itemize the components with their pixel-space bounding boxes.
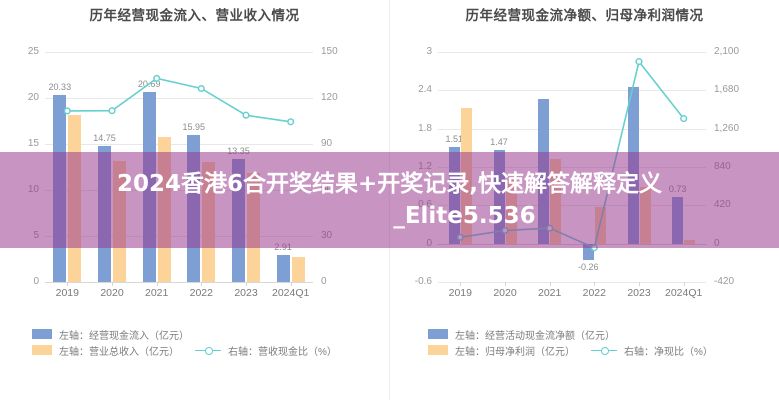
bar-value-label: 15.95	[182, 122, 206, 133]
x-axis-category-label: 2020	[493, 287, 517, 299]
line-data-point[interactable]	[108, 107, 116, 115]
gridline	[438, 282, 706, 283]
x-axis-tick	[683, 282, 685, 286]
legend-label: 左轴：营业总收入（亿元）	[59, 346, 179, 358]
legend-swatch-icon	[428, 345, 448, 355]
watermark-line-1: 2024香港6合开奖结果+开奖记录,快速解答解释定义	[116, 171, 663, 197]
bar-value-label: 1.51	[445, 134, 464, 145]
gridline	[438, 128, 706, 130]
legend-row[interactable]: 左轴：经营现金流入（亿元）	[32, 326, 337, 342]
y2-axis-tick-label: 1,260	[714, 122, 740, 134]
legend-swatch-icon	[428, 329, 448, 339]
x-axis-category-label: 2021	[145, 287, 169, 299]
y2-axis-tick-label: 1,680	[714, 84, 740, 96]
chart-legend-right: 左轴：经营活动现金流净额（亿元） 左轴：归母净利润（亿元） 右轴：净现比（%）	[428, 326, 713, 358]
legend-swatch-icon	[32, 345, 52, 355]
x-axis-tick	[246, 282, 247, 286]
x-axis-tick	[505, 282, 506, 286]
y-axis-tick-label: 25	[27, 46, 39, 57]
y-axis-tick-label: -0.6	[414, 276, 432, 287]
y2-axis-tick-label: 150	[321, 46, 338, 57]
bar-value-label: -0.26	[578, 262, 599, 273]
y2-axis-tick-label: 90	[321, 138, 333, 149]
gridline	[45, 52, 313, 53]
bar[interactable]	[276, 255, 290, 282]
legend-row[interactable]: 左轴：经营活动现金流净额（亿元）	[428, 326, 713, 342]
bar-value-label: 1.47	[490, 136, 508, 147]
gridline	[45, 98, 313, 99]
line-data-point[interactable]	[287, 118, 295, 126]
line-path	[67, 77, 291, 123]
legend-row[interactable]: 左轴：营业总收入（亿元） 右轴：营收现金比（%）	[32, 342, 337, 358]
watermark-line-2: _Elite5.536	[393, 203, 536, 229]
x-axis-tick	[67, 282, 69, 286]
line-series-layer	[63, 74, 295, 126]
chart-legend-left: 左轴：经营现金流入（亿元） 左轴：营业总收入（亿元） 右轴：营收现金比（%）	[32, 326, 337, 358]
bar[interactable]	[291, 257, 305, 282]
legend-label: 右轴：营收现金比（%）	[228, 346, 337, 358]
legend-line-marker-icon	[195, 345, 221, 355]
y2-axis-tick-label: 120	[321, 92, 338, 103]
legend-line-marker-icon	[591, 345, 617, 355]
legend-label: 左轴：归母净利润（亿元）	[455, 346, 575, 358]
legend-swatch-icon	[32, 329, 52, 339]
y-axis-tick-label: 2.4	[418, 84, 432, 96]
y-axis-tick-label: 3	[426, 46, 432, 57]
line-data-point[interactable]	[63, 107, 71, 115]
y-axis-tick-label: 20	[27, 92, 39, 103]
y2-axis-tick-label: 0	[321, 276, 327, 287]
y-axis-tick-label: 0	[33, 276, 39, 287]
x-axis-category-label: 2022	[582, 287, 606, 299]
legend-label: 左轴：经营现金流入（亿元）	[59, 330, 189, 342]
gridline	[45, 282, 313, 283]
x-axis-tick	[290, 282, 292, 286]
watermark-band	[0, 152, 779, 248]
line-data-point[interactable]	[153, 74, 161, 82]
y2-axis-tick-label: -420	[714, 276, 735, 287]
x-axis-tick	[594, 282, 596, 286]
x-axis-category-label: 2022	[189, 287, 213, 299]
legend-label: 左轴：经营活动现金流净额（亿元）	[455, 330, 615, 342]
x-axis-tick	[112, 282, 113, 286]
chart-title-right: 历年经营现金流净额、归母净利润情况	[465, 8, 704, 23]
x-axis-tick	[201, 282, 203, 286]
gridline	[45, 144, 313, 145]
x-axis-category-label: 2023	[234, 287, 258, 299]
bar-value-label: 13.35	[216, 147, 262, 156]
x-axis-category-label: 2021	[538, 287, 562, 299]
bar-value-label: 14.75	[93, 133, 116, 144]
watermark-text: 2024香港6合开奖结果+开奖记录,快速解答解释定义 _Elite5.536	[0, 152, 779, 248]
x-axis-tick	[549, 282, 551, 286]
x-axis-category-label: 2024Q1	[665, 287, 703, 299]
x-axis-tick	[156, 282, 158, 286]
y2-axis-tick-label: 2,100	[714, 46, 740, 57]
x-axis-tick	[460, 282, 462, 286]
bar[interactable]	[582, 243, 594, 261]
x-axis-category-label: 2019	[448, 287, 472, 299]
line-data-point[interactable]	[680, 115, 688, 123]
x-axis-category-label: 2024Q1	[272, 287, 310, 299]
y-axis-tick-label: 15	[27, 138, 39, 149]
bar-value-label: 20.33	[48, 82, 72, 92]
chart-title-left: 历年经营现金流入、营业收入情况	[89, 8, 300, 23]
line-data-point[interactable]	[635, 58, 643, 66]
line-data-point[interactable]	[242, 111, 250, 119]
gridline	[438, 90, 706, 92]
line-data-point[interactable]	[197, 84, 205, 93]
gridline	[438, 52, 706, 53]
x-axis-tick	[639, 282, 640, 286]
legend-label: 右轴：净现比（%）	[624, 346, 713, 358]
y-axis-tick-label: 1.8	[418, 122, 432, 134]
x-axis-category-label: 2019	[55, 287, 79, 299]
x-axis-category-label: 2020	[100, 287, 124, 299]
legend-row[interactable]: 左轴：归母净利润（亿元） 右轴：净现比（%）	[428, 342, 713, 358]
x-axis-category-label: 2023	[627, 287, 651, 299]
